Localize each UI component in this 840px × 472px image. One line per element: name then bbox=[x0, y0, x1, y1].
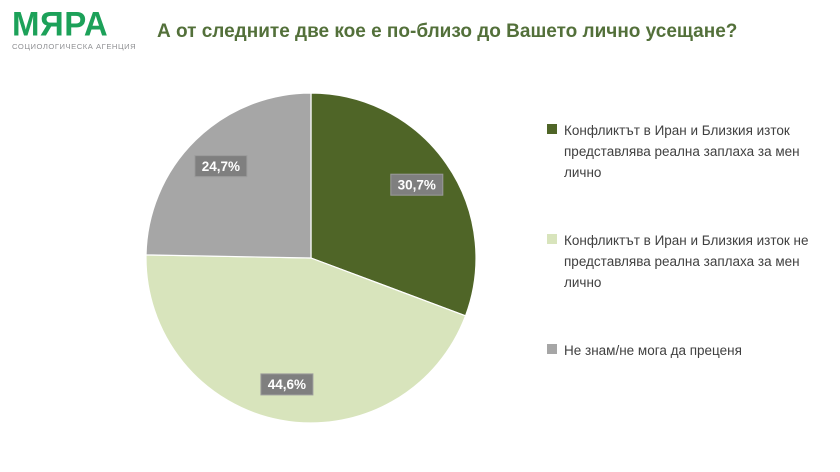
chart-title: А от следните две кое е по-близо до Ваше… bbox=[157, 21, 738, 42]
legend-item-dont-know: Не знам/не мога да преценя bbox=[547, 340, 835, 361]
pie-slice-label-box bbox=[260, 373, 314, 396]
pie-slice bbox=[310, 92, 477, 317]
pie-slice-label: 44,6% bbox=[268, 377, 306, 392]
legend-swatch-light-green bbox=[547, 234, 557, 244]
agency-logo: МЯРА СОЦИОЛОГИЧЕСКА АГЕНЦИЯ bbox=[12, 6, 142, 51]
legend-item-threat-real: Конфликтът в Иран и Близкия изток предст… bbox=[547, 120, 835, 183]
legend-label: Конфликтът в Иран и Близкия изток не пре… bbox=[564, 233, 809, 290]
legend-item-threat-not-real: Конфликтът в Иран и Близкия изток не пре… bbox=[547, 230, 835, 293]
pie-slice-label-box bbox=[390, 173, 444, 196]
pie-chart: 30,7% 44,6% 24,7% bbox=[145, 92, 477, 424]
legend-swatch-gray bbox=[547, 344, 557, 354]
pie-slice-label: 30,7% bbox=[398, 178, 436, 193]
legend-label: Конфликтът в Иран и Близкия изток предст… bbox=[564, 123, 800, 180]
legend-label: Не знам/не мога да преценя bbox=[564, 343, 742, 358]
pie-slice-label-box bbox=[194, 155, 248, 178]
agency-logo-subtitle: СОЦИОЛОГИЧЕСКА АГЕНЦИЯ bbox=[12, 42, 137, 51]
agency-logo-name: МЯРА bbox=[12, 3, 109, 43]
pie-slice bbox=[145, 254, 467, 424]
pie-slice-label: 24,7% bbox=[202, 159, 240, 174]
chart-legend: Конфликтът в Иран и Близкия изток предст… bbox=[547, 120, 835, 361]
pie-chart-area: 30,7% 44,6% 24,7% bbox=[143, 90, 479, 426]
legend-swatch-dark-green bbox=[547, 124, 557, 134]
